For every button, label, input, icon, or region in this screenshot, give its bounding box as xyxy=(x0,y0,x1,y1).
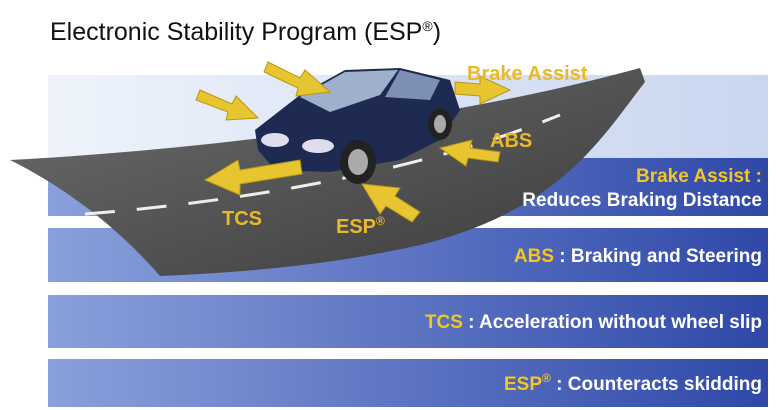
text-part: ESP xyxy=(504,374,542,395)
car-label: TCS xyxy=(222,208,262,230)
text-part: ESP xyxy=(336,216,376,238)
band-text: ABS : Braking and Steering xyxy=(514,246,762,267)
text-part: ABS xyxy=(514,246,554,267)
band-key: Brake Assist : xyxy=(636,166,762,187)
text-part: : Acceleration without wheel slip xyxy=(468,312,762,333)
text-part: : Counteracts skidding xyxy=(556,374,762,395)
infographic: Electronic Stability Program (ESP®) Brak… xyxy=(0,0,779,410)
band-text: TCS : Acceleration without wheel slip xyxy=(425,312,762,333)
text-part: Electronic Stability Program (ESP xyxy=(50,18,422,46)
band-desc: Reduces Braking Distance xyxy=(522,190,762,211)
text-part: ® xyxy=(542,371,551,385)
text-part: ® xyxy=(376,214,385,228)
text-part: ) xyxy=(433,18,441,46)
car-label: ABS xyxy=(490,130,532,152)
text-part: : Braking and Steering xyxy=(559,246,762,267)
text-part: TCS xyxy=(425,312,463,333)
title: Electronic Stability Program (ESP®) xyxy=(50,18,441,46)
car-label: Brake Assist xyxy=(467,63,588,85)
